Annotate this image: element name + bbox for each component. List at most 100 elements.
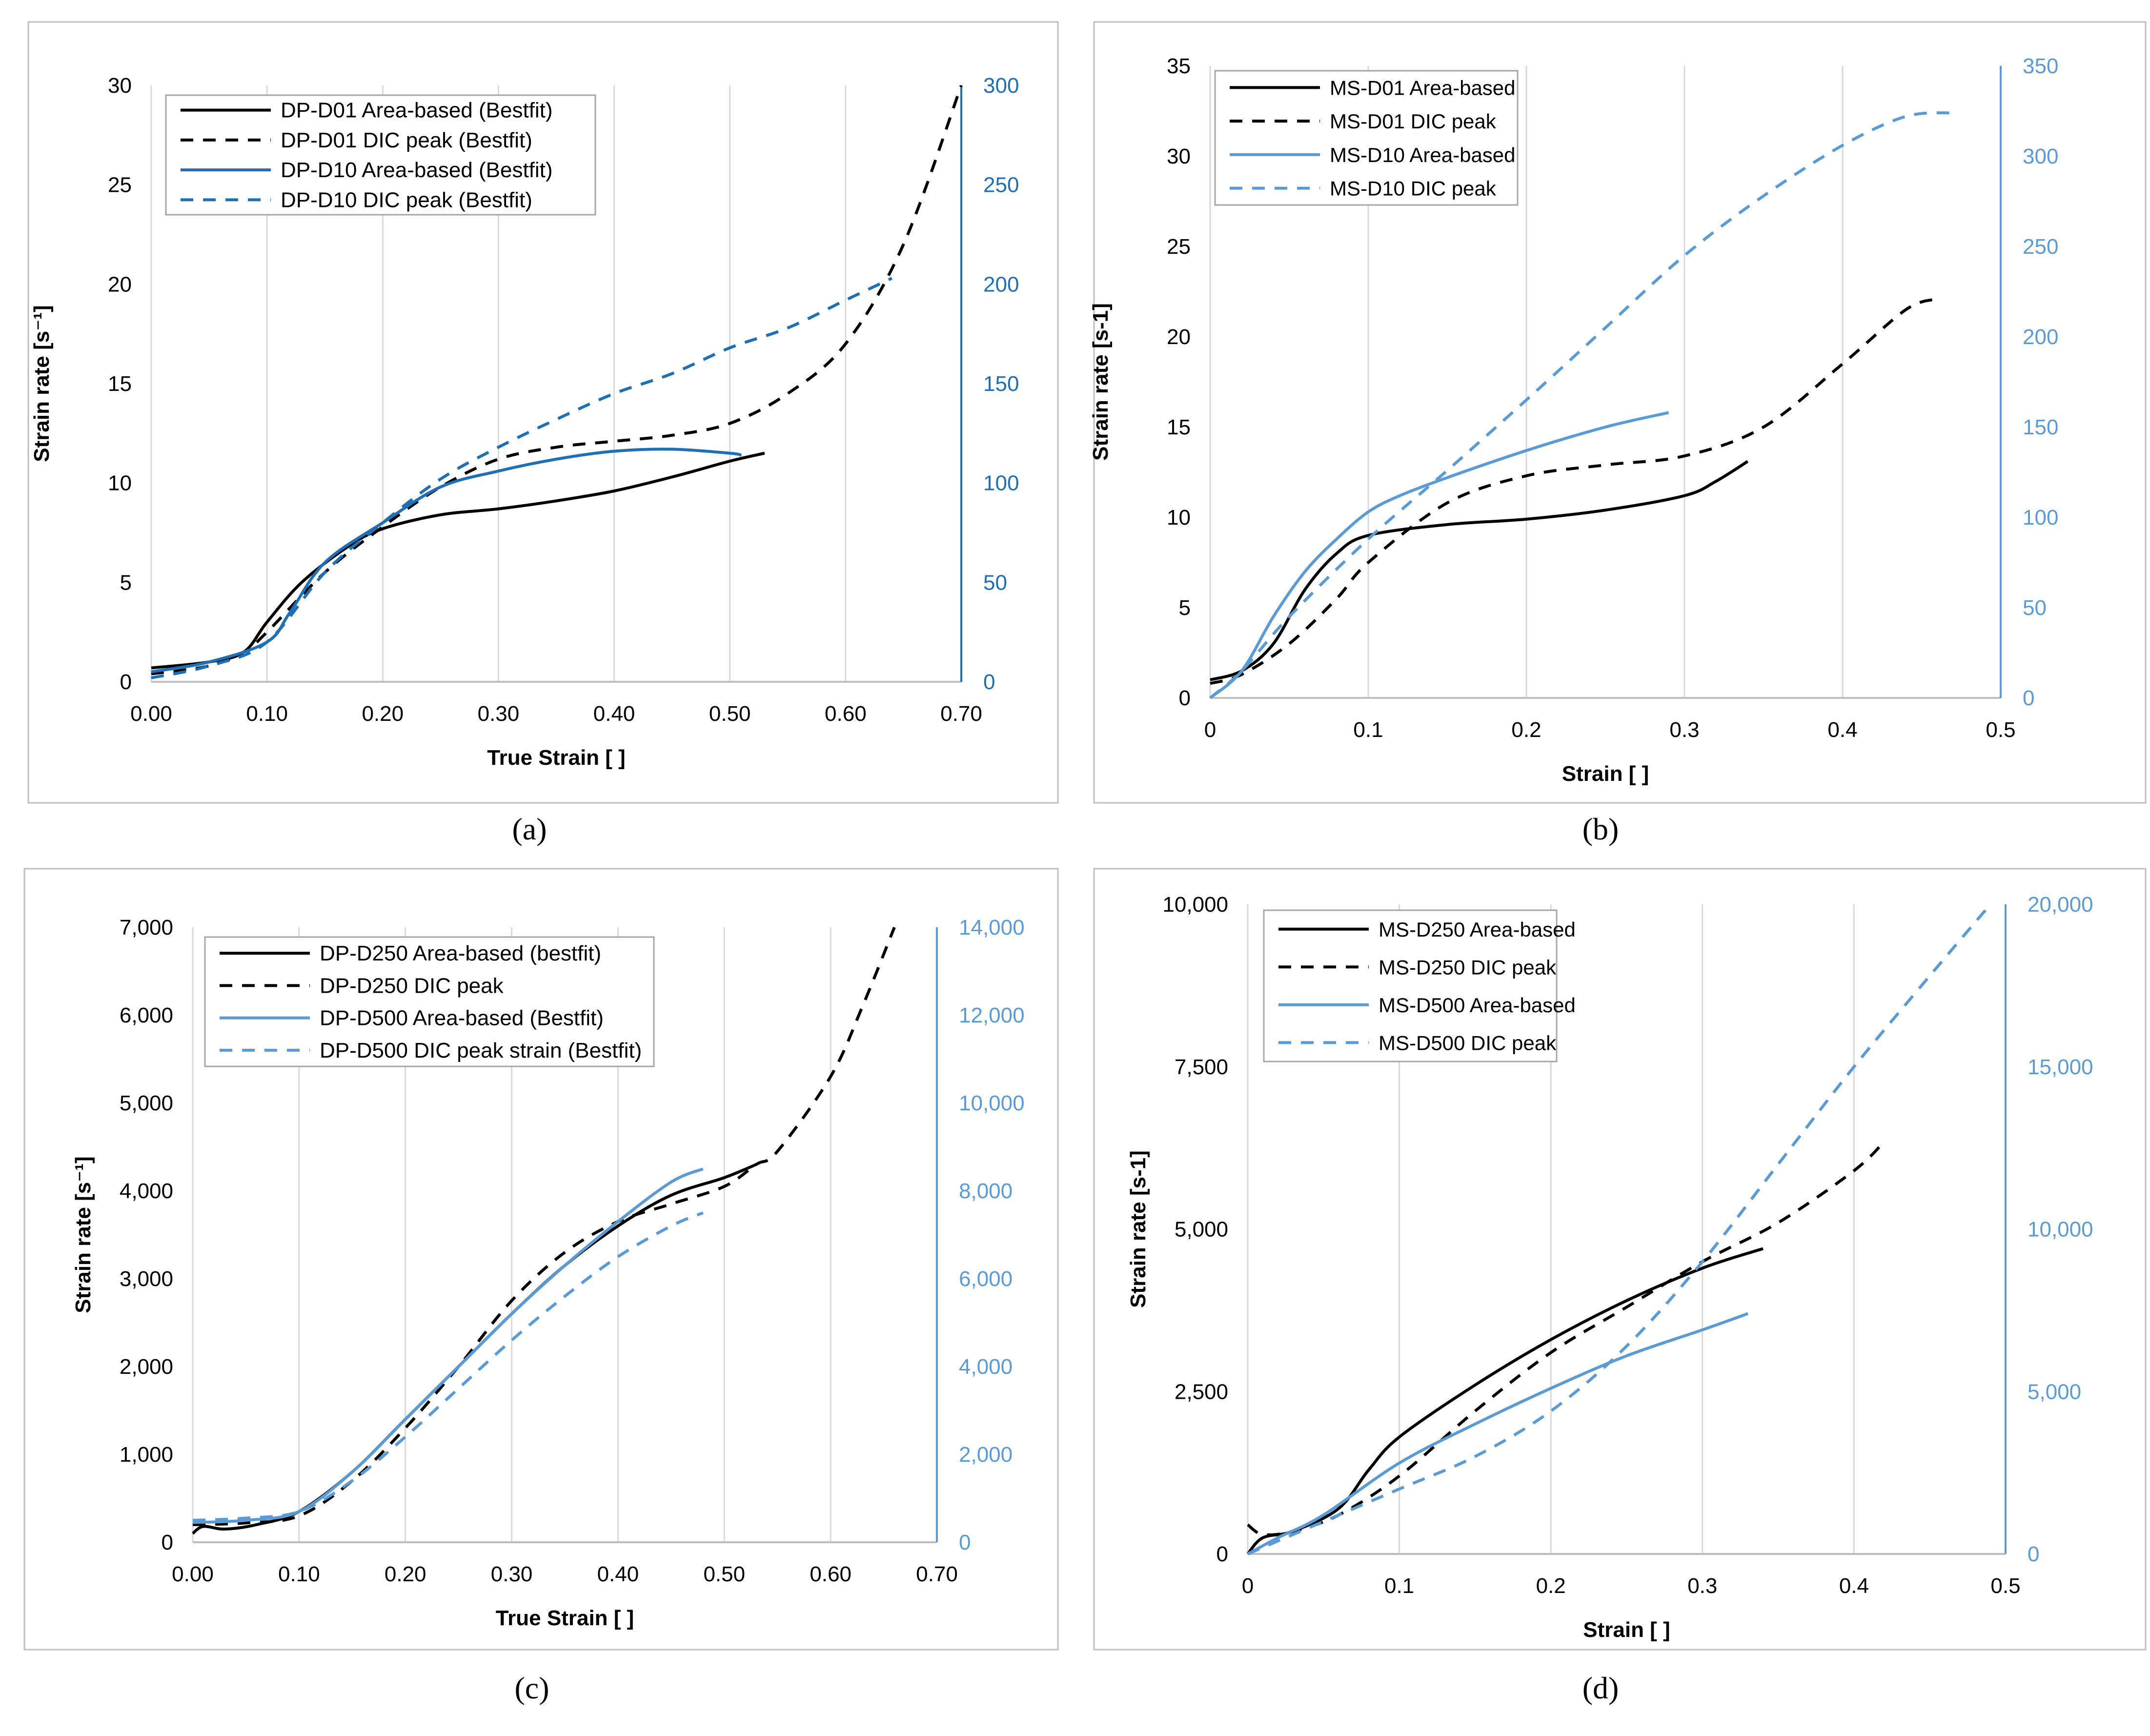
y-tick-label: 25: [1167, 235, 1191, 259]
x-tick-label: 0.40: [597, 1562, 639, 1586]
y2-tick-label: 0: [983, 670, 995, 694]
x-axis-title: True Strain [ ]: [496, 1606, 634, 1630]
x-tick-label: 0: [1204, 718, 1216, 742]
y-tick-label: 5,000: [120, 1091, 173, 1115]
legend-label: DP-D01 Area-based (Bestfit): [281, 99, 553, 123]
x-tick-label: 0.70: [940, 702, 982, 726]
legend-label: DP-D10 Area-based (Bestfit): [281, 158, 553, 182]
series-line-ms-d01-area-based: [1210, 460, 1749, 681]
y2-tick-label: 250: [983, 173, 1019, 197]
y2-tick-label: 50: [2023, 596, 2047, 620]
series-line-ms-d10-dic-peak: [1209, 111, 1954, 699]
y2-tick-label: 15,000: [2028, 1055, 2093, 1079]
y2-tick-label: 150: [983, 372, 1019, 396]
y-tick-label: 30: [1167, 144, 1191, 168]
x-tick-label: 0.50: [703, 1562, 745, 1586]
y2-tick-label: 350: [2023, 54, 2058, 78]
legend-box: [165, 94, 596, 216]
panel-caption: (d): [1582, 1671, 1619, 1705]
legend-label: MS-D10 Area-based: [1330, 143, 1516, 166]
y-tick-label: 20: [108, 272, 132, 296]
x-tick-label: 0.3: [1669, 718, 1699, 742]
y-tick-label: 15: [108, 372, 132, 396]
x-tick-label: 0.10: [246, 702, 288, 726]
x-tick-label: 0.20: [362, 702, 404, 726]
legend: DP-D250 Area-based (bestfit) DP-D250 DIC …: [204, 936, 655, 1067]
legend-label: DP-D01 DIC peak (Bestfit): [281, 128, 532, 152]
legend-label: MS-D01 Area-based: [1330, 76, 1516, 99]
x-tick-label: 0.00: [130, 702, 172, 726]
series-line-ms-d10-area-based: [1209, 411, 1669, 699]
chart-panel-d: 0 0.1 0.2 0.3 0.4 0.5 0 2,500 5,000 7,500 10,000 0 5…: [1093, 868, 2147, 1651]
legend: MS-D250 Area-based MS-D250 DIC peak MS-D50…: [1263, 909, 1576, 1062]
x-tick-label: 0.00: [172, 1562, 214, 1586]
series-line-dp-d01-dic-peak-bestfit-: [151, 84, 963, 675]
y2-tick-label: 12,000: [959, 1003, 1025, 1027]
y2-tick-label: 50: [983, 571, 1007, 594]
series-line-ms-d500-dic-peak: [1247, 903, 1992, 1555]
y-axis-title: Strain rate [s-1]: [1089, 303, 1113, 461]
y-axis-title: Strain rate [s⁻¹]: [30, 305, 54, 462]
legend-label: MS-D10 DIC peak: [1330, 177, 1497, 200]
x-axis-title: Strain [ ]: [1583, 1618, 1670, 1642]
y2-tick-label: 14,000: [959, 916, 1025, 939]
series-line-ms-d500-area-based: [1247, 1312, 1749, 1555]
x-tick-label: 0.20: [385, 1562, 426, 1586]
y2-tick-label: 300: [2023, 144, 2058, 168]
legend-box: [1263, 909, 1558, 1062]
y-tick-label: 25: [108, 173, 132, 197]
x-tick-label: 0.30: [491, 1562, 533, 1586]
x-tick-label: 0.50: [709, 702, 751, 726]
y-tick-label: 0: [1179, 686, 1191, 710]
series-line-dp-d250-dic-peak: [192, 926, 896, 1526]
x-tick-label: 0.5: [1986, 718, 2015, 742]
panel-caption: (b): [1582, 812, 1619, 846]
y2-tick-label: 8,000: [959, 1179, 1013, 1203]
legend-label: DP-D500 Area-based (Bestfit): [320, 1006, 604, 1030]
x-tick-label: 0.40: [593, 702, 635, 726]
legend-box: [204, 936, 655, 1067]
x-tick-label: 0.30: [478, 702, 520, 726]
chart-frame: [1093, 868, 2147, 1651]
legend: MS-D01 Area-based MS-D01 DIC peak MS-D10 A…: [1214, 70, 1519, 206]
y2-tick-label: 150: [2023, 415, 2058, 439]
y2-tick-label: 200: [983, 272, 1019, 296]
x-tick-label: 0.4: [1839, 1574, 1869, 1598]
x-tick-label: 0.70: [916, 1562, 958, 1586]
y-tick-label: 15: [1167, 415, 1191, 439]
y-tick-label: 35: [1167, 54, 1191, 78]
x-tick-label: 0: [1242, 1574, 1254, 1598]
y-tick-label: 0: [162, 1531, 173, 1554]
series-line-dp-d500-dic-peak-strain-bestfit-: [192, 1211, 704, 1522]
y-tick-label: 0: [120, 670, 132, 694]
x-tick-label: 0.60: [810, 1562, 852, 1586]
x-tick-label: 0.1: [1353, 718, 1383, 742]
legend-label: MS-D250 DIC peak: [1379, 956, 1557, 979]
x-tick-label: 0.5: [1990, 1574, 2020, 1598]
y-tick-label: 2,000: [120, 1355, 173, 1379]
x-tick-label: 0.2: [1536, 1574, 1566, 1598]
legend-label: MS-D01 DIC peak: [1330, 110, 1497, 133]
y-axis-title: Strain rate [s⁻¹]: [71, 1156, 95, 1313]
y-axis-title: Strain rate [s-1]: [1126, 1150, 1150, 1308]
y-tick-label: 10: [108, 471, 132, 495]
y-tick-label: 5: [120, 571, 132, 594]
chart-panel-c: 0.00 0.10 0.20 0.30 0.40 0.50 0.60 0.7001,0002,…: [23, 868, 1059, 1651]
y2-tick-label: 20,000: [2028, 893, 2093, 917]
y-tick-label: 3,000: [120, 1267, 173, 1291]
y2-tick-label: 10,000: [959, 1091, 1025, 1115]
x-tick-label: 0.60: [825, 702, 867, 726]
y2-tick-label: 4,000: [959, 1355, 1013, 1379]
y-tick-label: 6,000: [120, 1003, 173, 1027]
legend-label: MS-D250 Area-based: [1379, 918, 1576, 941]
y2-tick-label: 2,000: [959, 1443, 1013, 1467]
y2-tick-label: 250: [2023, 235, 2058, 259]
y-tick-label: 4,000: [120, 1179, 173, 1203]
legend-label: DP-D10 DIC peak (Bestfit): [281, 188, 532, 212]
y2-tick-label: 300: [983, 74, 1019, 98]
x-axis-title: True Strain [ ]: [487, 746, 626, 770]
y-tick-label: 10: [1167, 506, 1191, 530]
x-tick-label: 0.10: [278, 1562, 320, 1586]
y-tick-label: 5,000: [1175, 1218, 1228, 1242]
